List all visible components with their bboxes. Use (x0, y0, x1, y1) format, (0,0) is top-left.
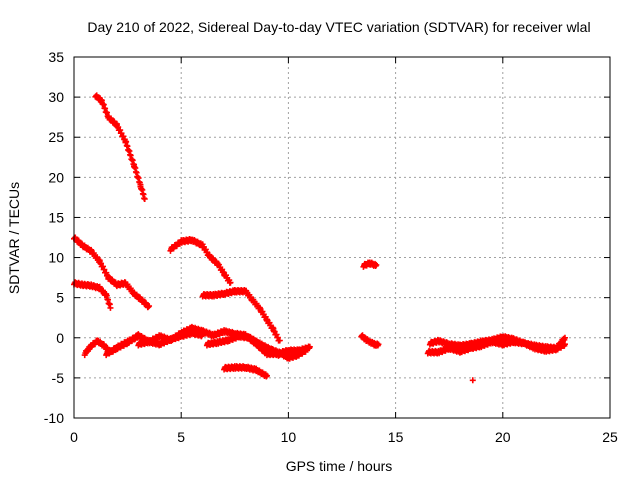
y-tick-label: 25 (48, 129, 64, 145)
grid (74, 57, 610, 418)
plot-marks (71, 92, 568, 384)
x-tick-label: 5 (177, 429, 185, 445)
data-marks (199, 286, 283, 344)
data-marks (358, 332, 382, 349)
series-arc-12 (360, 259, 380, 270)
series-arc-11 (268, 346, 309, 362)
series-arc-6 (135, 328, 206, 349)
data-marks (360, 259, 380, 270)
y-tick-label: 10 (48, 250, 64, 266)
x-tick-label: 10 (281, 429, 297, 445)
chart-title: Day 210 of 2022, Sidereal Day-to-day VTE… (87, 19, 590, 35)
y-tick-label: -10 (44, 410, 64, 426)
tick-labels: 0 5 10 15 20 25 -10 -5 0 5 10 15 20 25 30 35 (44, 49, 618, 445)
series-arc-10 (221, 363, 270, 380)
y-axis-label: SDTVAR / TECUs (6, 182, 22, 294)
data-marks (469, 377, 476, 384)
plot-frame (73, 56, 611, 419)
series-arc-15 (426, 333, 568, 353)
y-tick-label: 30 (48, 89, 64, 105)
data-marks (92, 92, 148, 202)
series-point-1 (469, 377, 476, 384)
x-tick-label: 15 (388, 429, 404, 445)
data-marks (135, 328, 206, 349)
y-tick-label: -5 (52, 370, 65, 386)
series-arc-2 (71, 234, 153, 311)
data-marks (71, 279, 114, 311)
series-arc-7 (167, 236, 234, 286)
data-marks (167, 236, 234, 286)
y-tick-label: 20 (48, 169, 64, 185)
y-tick-label: 0 (56, 330, 64, 346)
x-axis-label: GPS time / hours (286, 458, 393, 474)
y-tick-label: 35 (48, 49, 64, 65)
series-arc-13 (358, 332, 382, 349)
data-marks (221, 363, 270, 380)
series-arc-1 (92, 92, 148, 202)
y-tick-label: 5 (56, 290, 64, 306)
series-arc-8 (199, 286, 283, 344)
x-tick-label: 25 (602, 429, 618, 445)
ticks (73, 56, 611, 419)
x-tick-label: 20 (495, 429, 511, 445)
y-tick-label: 15 (48, 209, 64, 225)
data-marks (71, 234, 153, 311)
x-tick-label: 0 (70, 429, 78, 445)
data-marks (268, 346, 309, 362)
series-arc-3 (71, 279, 114, 311)
data-marks (426, 333, 568, 353)
